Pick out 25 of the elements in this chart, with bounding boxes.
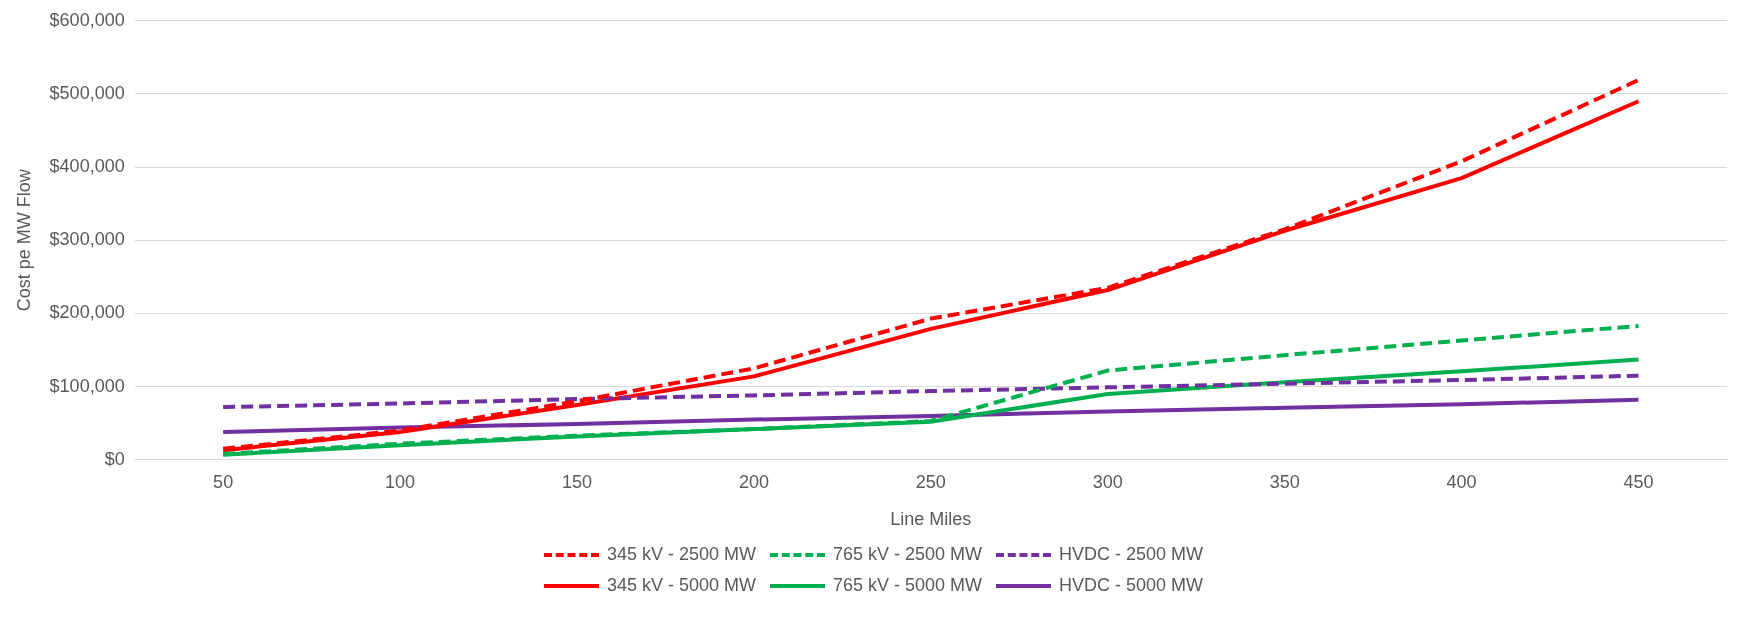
x-tick-label: 300 xyxy=(1092,471,1123,492)
x-tick-label: 50 xyxy=(213,471,234,492)
x-tick-label: 250 xyxy=(915,471,946,492)
legend-label: HVDC - 5000 MW xyxy=(1059,575,1204,596)
y-tick-label: $600,000 xyxy=(49,9,125,30)
x-axis-title: Line Miles xyxy=(890,509,972,530)
y-tick-label: $200,000 xyxy=(49,302,125,323)
legend-label: HVDC - 2500 MW xyxy=(1059,544,1204,565)
x-tick-label: 400 xyxy=(1446,471,1477,492)
legend-label: 765 kV - 5000 MW xyxy=(832,575,983,596)
y-tick-label: $300,000 xyxy=(49,229,125,250)
line-series xyxy=(221,373,1641,410)
y-tick-label: $100,000 xyxy=(49,375,125,396)
x-tick-label: 350 xyxy=(1269,471,1300,492)
legend-label: 765 kV - 2500 MW xyxy=(832,544,983,565)
y-axis-title: Cost pe MW Flow xyxy=(13,168,34,312)
x-tick-label: 450 xyxy=(1623,471,1654,492)
y-tick-label: $400,000 xyxy=(49,156,125,177)
legend-label: 345 kV - 2500 MW xyxy=(606,544,756,565)
x-tick-label: 200 xyxy=(738,471,769,492)
y-tick-label: $500,000 xyxy=(49,82,125,103)
legend-label: 345 kV - 5000 MW xyxy=(606,575,756,596)
y-tick-label: $0 xyxy=(104,448,125,469)
x-tick-label: 100 xyxy=(385,471,416,492)
x-tick-label: 150 xyxy=(561,471,593,492)
